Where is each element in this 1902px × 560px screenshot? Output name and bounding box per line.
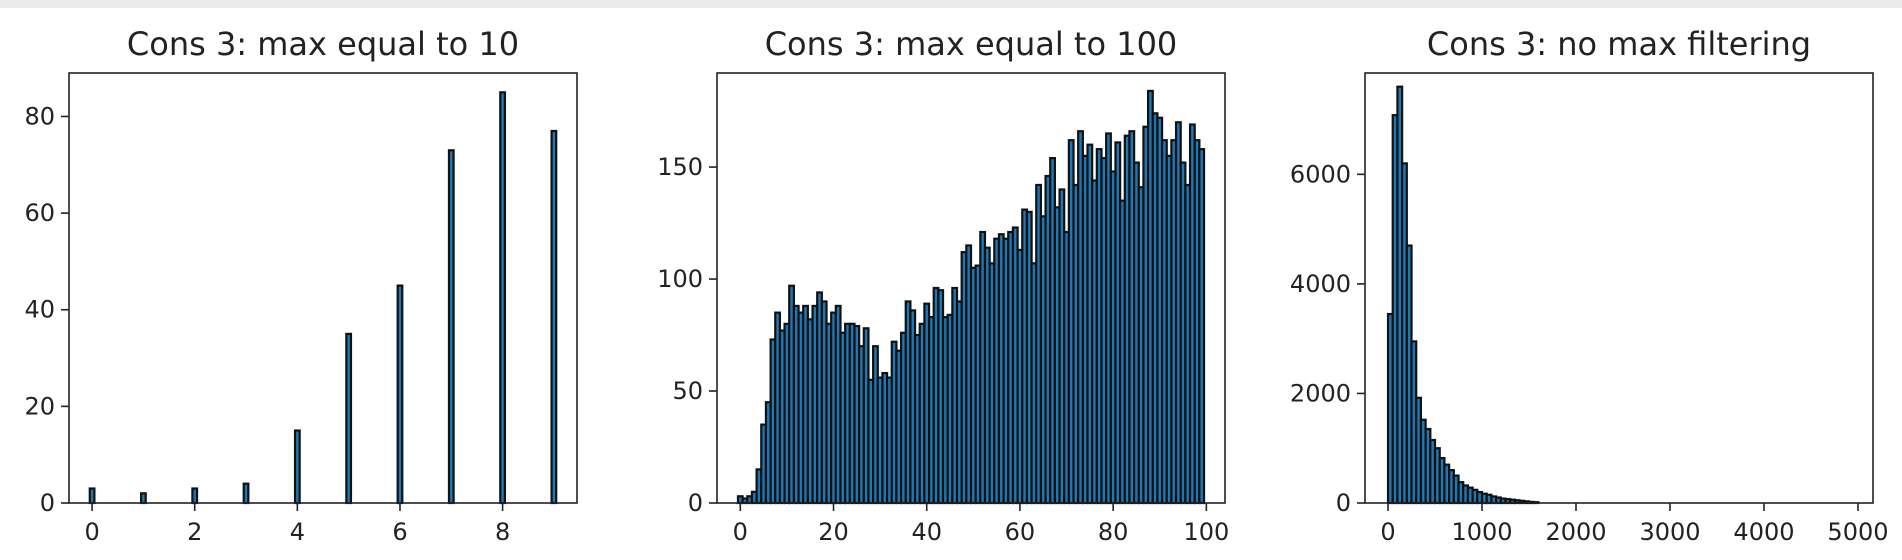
y-tick-label: 40 (24, 296, 55, 324)
y-tick-label: 0 (1336, 489, 1351, 517)
y-tick-label: 60 (24, 199, 55, 227)
x-tick-label: 0 (733, 518, 748, 546)
bar (550, 129, 558, 505)
x-tick-label: 5000 (1827, 518, 1888, 546)
plot-frame (68, 72, 578, 504)
bar (242, 482, 250, 505)
plot-frame (716, 72, 1226, 504)
bar (396, 284, 404, 505)
x-tick-label: 2000 (1545, 518, 1606, 546)
x-tick-label: 2 (187, 518, 202, 546)
y-tick-label: 0 (40, 489, 55, 517)
x-tick-label: 60 (1005, 518, 1036, 546)
plot-frame (1364, 72, 1874, 504)
y-tick-label: 2000 (1290, 379, 1351, 407)
bar (1198, 148, 1206, 505)
chart-title: Cons 3: max equal to 100 (765, 25, 1178, 63)
bar (191, 487, 199, 505)
x-tick-label: 8 (495, 518, 510, 546)
y-tick-label: 50 (672, 377, 703, 405)
x-tick-label: 40 (911, 518, 942, 546)
bar (88, 487, 96, 505)
bar (139, 492, 147, 505)
x-tick-label: 0 (1380, 518, 1395, 546)
bar (499, 91, 507, 505)
x-tick-label: 20 (818, 518, 849, 546)
x-tick-label: 3000 (1639, 518, 1700, 546)
y-tick-label: 4000 (1290, 270, 1351, 298)
y-tick-label: 0 (688, 489, 703, 517)
bar (293, 429, 301, 505)
x-tick-label: 100 (1183, 518, 1229, 546)
window-top-strip (0, 0, 1902, 8)
x-tick-label: 4000 (1733, 518, 1794, 546)
x-tick-label: 0 (84, 518, 99, 546)
y-tick-label: 80 (24, 102, 55, 130)
chart-panel-3: Cons 3: no max filtering 0 1000 2000 3000 400… (1290, 25, 1889, 546)
y-tick-label: 100 (657, 265, 703, 293)
y-tick-label: 150 (657, 153, 703, 181)
x-tick-label: 4 (290, 518, 305, 546)
bar (447, 149, 455, 505)
x-tick-label: 6 (392, 518, 407, 546)
chart-panel-2: Cons 3: max equal to 100 0 20 40 60 80 100 0 50 1… (657, 25, 1229, 546)
y-tick-label: 20 (24, 392, 55, 420)
bar (345, 332, 353, 505)
x-tick-label: 80 (1098, 518, 1129, 546)
y-tick-label: 6000 (1290, 160, 1351, 188)
x-tick-label: 1000 (1451, 518, 1512, 546)
chart-title: Cons 3: no max filtering (1427, 25, 1811, 63)
chart-title: Cons 3: max equal to 10 (127, 25, 519, 63)
